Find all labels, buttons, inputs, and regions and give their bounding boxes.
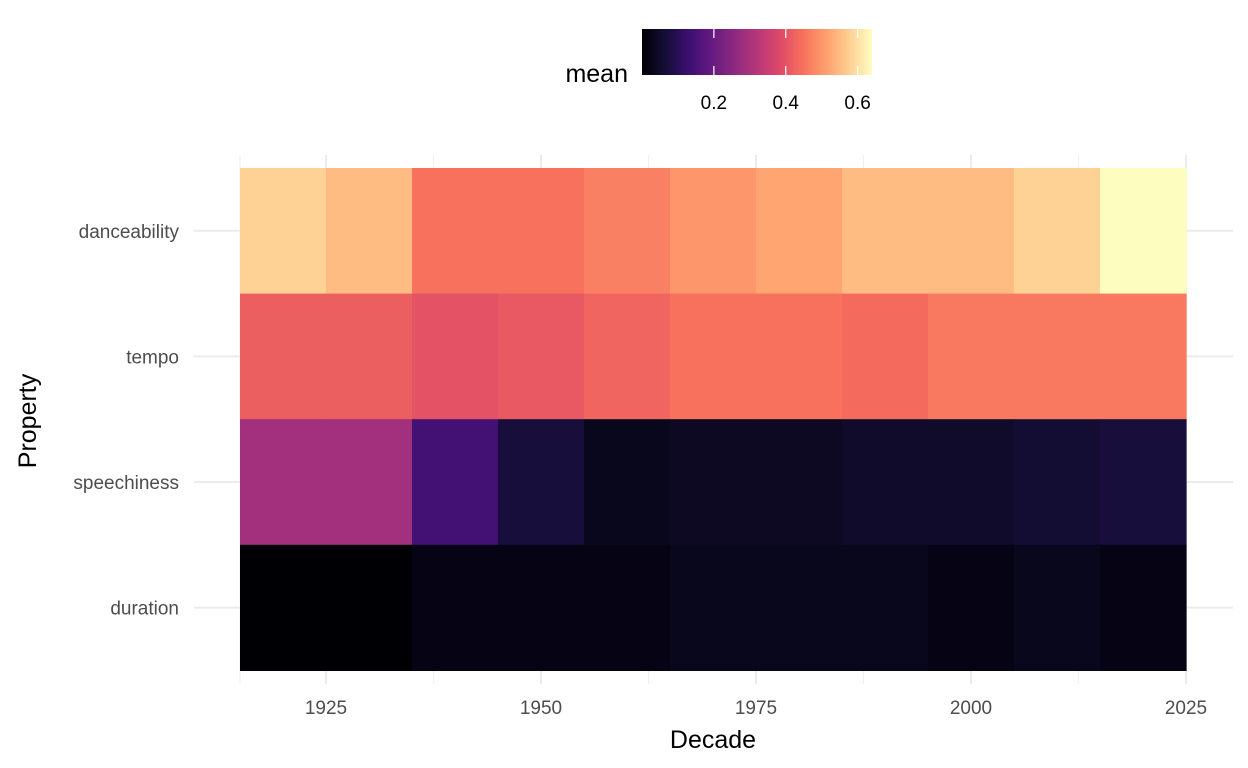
- heatmap-cell-speechiness-1970: [670, 419, 757, 546]
- heatmap-cell-tempo-1960: [584, 293, 671, 420]
- heatmap-cell-tempo-1920: [240, 293, 327, 420]
- heatmap-cell-tempo-2010: [1014, 293, 1101, 420]
- legend-ticks: 0.2 0.4 0.6: [701, 29, 871, 114]
- heatmap-cell-danceability-2020: [1100, 168, 1187, 295]
- heatmap-cell-duration-1950: [498, 544, 585, 671]
- y-tick-label-danceability: danceability: [79, 222, 180, 243]
- heatmap-cell-danceability-1950: [498, 168, 585, 295]
- heatmap-cell-speechiness-1950: [498, 419, 585, 546]
- heatmap-cell-speechiness-1920: [240, 419, 327, 546]
- heatmap-cell-danceability-1970: [670, 168, 757, 295]
- heatmap-cell-duration-1970: [670, 544, 757, 671]
- heatmap-cell-danceability-1990: [842, 168, 929, 295]
- heatmap-cell-duration-2020: [1100, 544, 1187, 671]
- heatmap-cell-speechiness-2000: [928, 419, 1015, 546]
- heatmap-cell-tempo-1980: [756, 293, 843, 420]
- heatmap-cell-speechiness-1940: [412, 419, 499, 546]
- x-axis-title: Decade: [670, 726, 756, 754]
- legend-tick-label-0.6: 0.6: [844, 93, 870, 114]
- heatmap-cell-speechiness-1980: [756, 419, 843, 546]
- heatmap-cells: [240, 168, 1187, 671]
- heatmap-cell-duration-2010: [1014, 544, 1101, 671]
- heatmap-cell-danceability-2000: [928, 168, 1015, 295]
- heatmap-cell-tempo-1940: [412, 293, 499, 420]
- heatmap-cell-tempo-2020: [1100, 293, 1187, 420]
- x-tick-label-1925: 1925: [305, 698, 347, 719]
- x-tick-label-1950: 1950: [520, 698, 562, 719]
- y-tick-label-tempo: tempo: [126, 347, 179, 368]
- heatmap-cell-tempo-1950: [498, 293, 585, 420]
- y-axis-title: Property: [14, 373, 42, 468]
- heatmap-cell-speechiness-1990: [842, 419, 929, 546]
- legend-tick-label-0.4: 0.4: [773, 93, 800, 114]
- y-tick-label-duration: duration: [110, 599, 179, 620]
- heatmap-cell-duration-2000: [928, 544, 1015, 671]
- heatmap-cell-duration-1920: [240, 544, 327, 671]
- legend-colorbar: [642, 29, 872, 75]
- heatmap-cell-danceability-1920: [240, 168, 327, 295]
- y-tick-label-speechiness: speechiness: [73, 473, 179, 494]
- heatmap-cell-duration-1930: [326, 544, 413, 671]
- heatmap-cell-danceability-1980: [756, 168, 843, 295]
- x-tick-label-2025: 2025: [1165, 698, 1207, 719]
- heatmap-cell-duration-1940: [412, 544, 499, 671]
- color-legend: mean 0.2 0.4 0.6: [565, 29, 872, 114]
- heatmap-cell-danceability-1930: [326, 168, 413, 295]
- heatmap-cell-duration-1980: [756, 544, 843, 671]
- heatmap-cell-danceability-1940: [412, 168, 499, 295]
- heatmap-cell-speechiness-2020: [1100, 419, 1187, 546]
- heatmap-cell-speechiness-2010: [1014, 419, 1101, 546]
- heatmap-cell-tempo-2000: [928, 293, 1015, 420]
- y-axis: danceability tempo speechiness duration: [73, 222, 179, 620]
- x-axis: 1925 1950 1975 2000 2025: [305, 698, 1207, 719]
- heatmap-cell-duration-1990: [842, 544, 929, 671]
- heatmap-cell-tempo-1990: [842, 293, 929, 420]
- heatmap-cell-danceability-2010: [1014, 168, 1101, 295]
- heatmap-cell-tempo-1930: [326, 293, 413, 420]
- heatmap-cell-danceability-1960: [584, 168, 671, 295]
- heatmap-cell-speechiness-1930: [326, 419, 413, 546]
- x-tick-label-1975: 1975: [735, 698, 777, 719]
- heatmap-cell-tempo-1970: [670, 293, 757, 420]
- x-tick-label-2000: 2000: [950, 698, 992, 719]
- heatmap-cell-duration-1960: [584, 544, 671, 671]
- legend-tick-label-0.2: 0.2: [701, 93, 727, 114]
- heatmap-cell-speechiness-1960: [584, 419, 671, 546]
- legend-title: mean: [565, 60, 628, 88]
